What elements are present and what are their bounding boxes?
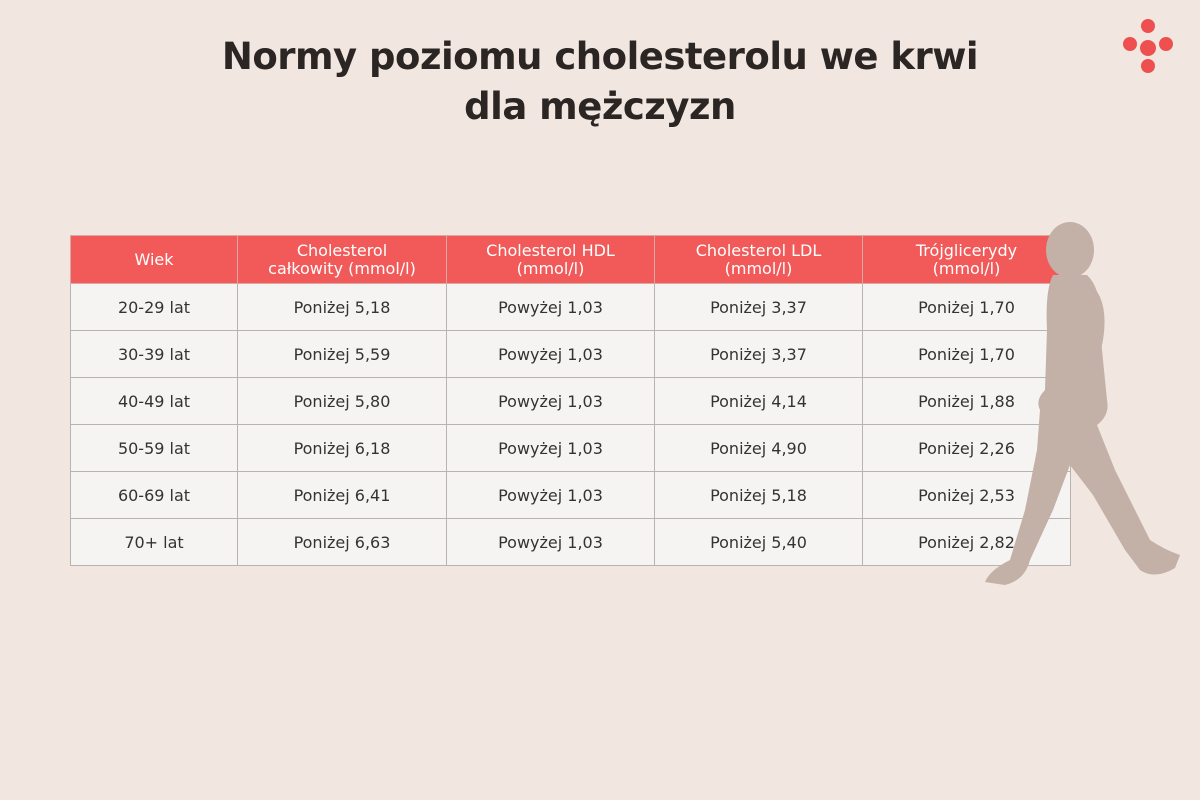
table-cell: Poniżej 4,14 bbox=[654, 377, 863, 425]
table-row: 60-69 lat Poniżej 6,41 Powyżej 1,03 Poniżej… bbox=[70, 471, 1071, 519]
table-cell: 50-59 lat bbox=[70, 424, 238, 472]
logo bbox=[1123, 19, 1173, 73]
table-cell: 20-29 lat bbox=[70, 283, 238, 331]
table-body: 20-29 lat Poniżej 5,18 Powyżej 1,03 Poniżej… bbox=[70, 283, 1071, 566]
table-row: 30-39 lat Poniżej 5,59 Powyżej 1,03 Poniżej… bbox=[70, 330, 1071, 378]
table-cell: Poniżej 5,59 bbox=[237, 330, 447, 378]
table-row: 20-29 lat Poniżej 5,18 Powyżej 1,03 Poniżej… bbox=[70, 283, 1071, 331]
table-cell: Poniżej 3,37 bbox=[654, 330, 863, 378]
table-cell: 40-49 lat bbox=[70, 377, 238, 425]
table-cell: Poniżej 6,41 bbox=[237, 471, 447, 519]
column-header: Cholesterol LDL (mmol/l) bbox=[654, 235, 863, 284]
table-cell: Poniżej 6,63 bbox=[237, 518, 447, 566]
table-row: 70+ lat Poniżej 6,63 Powyżej 1,03 Poniżej 5… bbox=[70, 518, 1071, 566]
table-cell: Poniżej 4,90 bbox=[654, 424, 863, 472]
column-header: Cholesterol HDL (mmol/l) bbox=[446, 235, 655, 284]
table-cell: Poniżej 5,80 bbox=[237, 377, 447, 425]
table-cell: Poniżej 5,40 bbox=[654, 518, 863, 566]
column-header: Wiek bbox=[70, 235, 238, 284]
table-cell: Poniżej 1,70 bbox=[862, 330, 1071, 378]
person-silhouette bbox=[985, 222, 1180, 585]
table-cell: Poniżej 6,18 bbox=[237, 424, 447, 472]
table-cell: Poniżej 1,88 bbox=[862, 377, 1071, 425]
table-cell: Powyżej 1,03 bbox=[446, 471, 655, 519]
table-cell: Powyżej 1,03 bbox=[446, 330, 655, 378]
header-row: Wiek Cholesterol całkowity (mmol/l) Choles… bbox=[70, 235, 1071, 284]
table-cell: 30-39 lat bbox=[70, 330, 238, 378]
title: Normy poziomu cholesterolu we krwi dla m… bbox=[221, 35, 979, 128]
table-cell: Poniżej 5,18 bbox=[237, 283, 447, 331]
table-cell: Powyżej 1,03 bbox=[446, 424, 655, 472]
column-header: Cholesterol całkowity (mmol/l) bbox=[237, 235, 447, 284]
table-cell: Powyżej 1,03 bbox=[446, 283, 655, 331]
table-cell: 70+ lat bbox=[70, 518, 238, 566]
table-cell: Poniżej 1,70 bbox=[862, 283, 1071, 331]
table-head: Wiek Cholesterol całkowity (mmol/l) Choles… bbox=[70, 235, 1071, 284]
table-row: 40-49 lat Poniżej 5,80 Powyżej 1,03 Poniżej… bbox=[70, 377, 1071, 425]
column-header: Trójglicerydy (mmol/l) bbox=[862, 235, 1071, 284]
table-cell: 60-69 lat bbox=[70, 471, 238, 519]
norms-table: Wiek Cholesterol całkowity (mmol/l) Choles… bbox=[70, 235, 1071, 566]
table-row: 50-59 lat Poniżej 6,18 Powyżej 1,03 Poniżej… bbox=[70, 424, 1071, 472]
table-cell: Powyżej 1,03 bbox=[446, 377, 655, 425]
table-cell: Poniżej 5,18 bbox=[654, 471, 863, 519]
table-cell: Poniżej 3,37 bbox=[654, 283, 863, 331]
table-cell: Powyżej 1,03 bbox=[446, 518, 655, 566]
